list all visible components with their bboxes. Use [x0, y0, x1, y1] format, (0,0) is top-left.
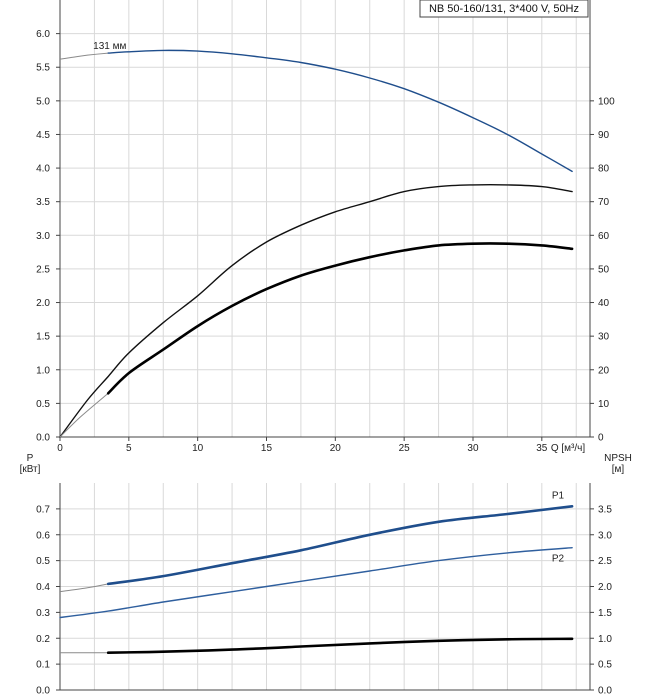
y-left-tick-label: 0.3	[36, 608, 50, 619]
y-right-tick-label: 1.5	[598, 608, 612, 619]
y-right-tick-label: 30	[598, 332, 610, 343]
y-left-tick-label: 0.5	[36, 556, 50, 567]
y-left-unit: [кВт]	[20, 464, 41, 475]
y-left-tick-label: 0.1	[36, 660, 50, 671]
y-left-tick-label: 0.6	[36, 530, 50, 541]
series-extension-line	[59, 392, 109, 438]
y-left-tick-label: 2.5	[36, 264, 50, 275]
x-tick-label: 30	[467, 443, 479, 454]
y-right-tick-label: 0	[598, 433, 604, 444]
x-tick-label: 15	[261, 443, 273, 454]
series-extension-line	[59, 583, 109, 593]
y-left-tick-label: 0.0	[36, 686, 50, 697]
y-left-tick-label: 0.7	[36, 504, 50, 515]
series-extension-line	[59, 52, 109, 60]
chart-title: NB 50-160/131, 3*400 V, 50Hz	[429, 3, 579, 15]
y-right-tick-label: 10	[598, 399, 610, 410]
x-tick-label: 35	[536, 443, 548, 454]
x-tick-label: 10	[192, 443, 204, 454]
y-right-tick-label: 0.5	[598, 660, 612, 671]
y-right-unit: [м]	[612, 464, 625, 475]
y-right-tick-label: 100	[598, 96, 615, 107]
y-left-tick-label: 6.0	[36, 29, 50, 40]
y-right-tick-label: 3.5	[598, 504, 612, 515]
y-left-tick-label: 0.4	[36, 582, 50, 593]
y-left-tick-label: 0.0	[36, 433, 50, 444]
y-right-tick-label: 40	[598, 298, 610, 309]
y-right-tick-label: 3.0	[598, 530, 612, 541]
y-right-tick-label: 2.5	[598, 556, 612, 567]
y-left-tick-label: 4.5	[36, 130, 50, 141]
power-npsh-panel: 0.0 0.1 0.2 0.3 0.4 0.5 0.6 0.7 0.0 0.5 1.0 1.5 2.0 2…	[20, 453, 632, 697]
chart-title-box	[419, 0, 589, 18]
y-left-label: P	[27, 453, 34, 464]
x-tick-label: 0	[57, 443, 63, 454]
y-left-tick-label: 1.0	[36, 365, 50, 376]
y-right-label: NPSH	[604, 453, 632, 464]
y-right-tick-label: 50	[598, 264, 610, 275]
y-right-tick-label: 80	[598, 164, 610, 175]
y-left-tick-label: 2.0	[36, 298, 50, 309]
y-left-tick-label: 0.2	[36, 634, 50, 645]
y-right-tick-label: 60	[598, 231, 610, 242]
y-right-tick-label: 20	[598, 365, 610, 376]
y-left-tick-label: 4.0	[36, 164, 50, 175]
series-label: P2	[552, 554, 565, 565]
series-line	[59, 183, 573, 438]
series-line	[106, 637, 574, 654]
y-left-tick-label: 1.5	[36, 332, 50, 343]
x-tick-label: 25	[399, 443, 411, 454]
y-right-tick-label: 2.0	[598, 582, 612, 593]
y-left-tick-label: 5.0	[36, 96, 50, 107]
x-tick-label: 20	[330, 443, 342, 454]
series-label: 131 мм	[93, 41, 126, 52]
series-line	[107, 49, 573, 173]
y-right-tick-label: 90	[598, 130, 610, 141]
series-line	[106, 242, 574, 395]
y-left-tick-label: 5.5	[36, 63, 50, 74]
y-left-tick-label: 3.5	[36, 197, 50, 208]
y-right-tick-label: 0.0	[598, 686, 612, 697]
series-line	[106, 505, 574, 586]
y-left-tick-label: 3.0	[36, 231, 50, 242]
y-right-tick-label: 1.0	[598, 634, 612, 645]
series-label: P1	[552, 490, 565, 501]
x-tick-label: 5	[126, 443, 132, 454]
x-axis-label: Q [м³/ч]	[551, 443, 586, 454]
y-right-tick-label: 70	[598, 197, 610, 208]
y-left-tick-label: 0.5	[36, 399, 50, 410]
head-efficiency-panel: 0.0 0.5 1.0 1.5 2.0 2.5 3.0 3.5 4.0 4.5 5.0 5.5 6.0 0…	[36, 0, 615, 454]
series-line	[59, 547, 573, 619]
